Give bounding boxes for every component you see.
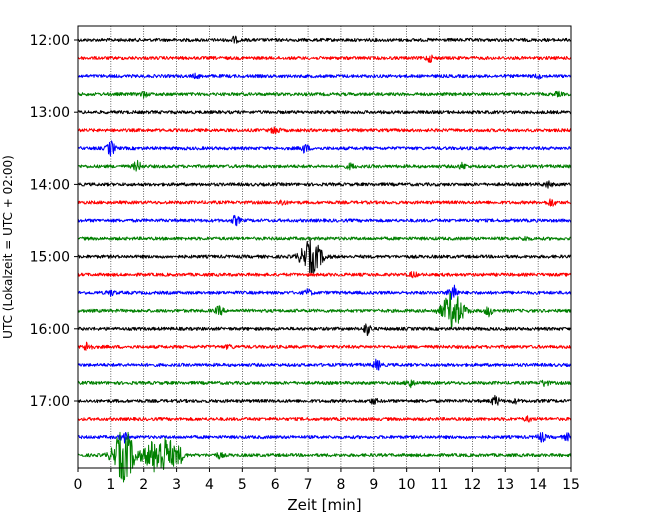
x-axis-ticks: 0 1 2 3 4 5 6 7 8 9 10 11 12 13 14 15 <box>74 468 580 493</box>
x-tick-label: 15 <box>562 477 580 493</box>
x-axis-label: Zeit [min] <box>287 496 361 514</box>
y-tick-label: 15:00 <box>30 250 70 266</box>
x-tick-label: 10 <box>398 477 416 493</box>
trace-lines <box>77 35 572 483</box>
y-tick-label: 16:00 <box>30 322 70 338</box>
trace-1315 <box>77 126 572 135</box>
trace-1615 <box>77 341 572 351</box>
x-tick-label: 14 <box>529 477 547 493</box>
x-tick-label: 8 <box>336 477 345 493</box>
trace-1400 <box>77 180 572 189</box>
trace-1700 <box>77 394 572 406</box>
trace-1230 <box>77 72 572 80</box>
x-tick-label: 7 <box>304 477 313 493</box>
x-tick-label: 6 <box>271 477 280 493</box>
trace-1545 <box>77 292 572 329</box>
x-tick-label: 13 <box>496 477 514 493</box>
y-tick-label: 17:00 <box>30 394 70 410</box>
x-tick-label: 1 <box>106 477 115 493</box>
plot-background <box>78 26 571 468</box>
x-tick-label: 11 <box>431 477 449 493</box>
trace-1415 <box>77 198 572 207</box>
trace-1515 <box>77 271 572 279</box>
trace-1300 <box>77 110 572 115</box>
y-tick-label: 13:00 <box>30 105 70 121</box>
trace-1645 <box>77 379 572 389</box>
x-tick-label: 5 <box>238 477 247 493</box>
grid-lines <box>110 26 539 468</box>
trace-1600 <box>77 323 572 336</box>
y-axis-ticks: 12:00 13:00 14:00 15:00 16:00 17:00 <box>30 33 78 410</box>
trace-1330 <box>77 140 572 157</box>
trace-1445 <box>77 235 572 242</box>
trace-1730 <box>77 432 572 444</box>
trace-1630 <box>77 358 572 371</box>
trace-1200 <box>77 35 572 44</box>
trace-1500 <box>77 239 572 274</box>
x-tick-label: 12 <box>463 477 481 493</box>
x-tick-label: 0 <box>74 477 83 493</box>
x-tick-label: 4 <box>205 477 214 493</box>
trace-1215 <box>77 54 572 63</box>
x-tick-label: 2 <box>139 477 148 493</box>
trace-1745 <box>77 431 572 483</box>
x-tick-label: 9 <box>369 477 378 493</box>
trace-1530 <box>77 284 572 301</box>
y-tick-label: 12:00 <box>30 33 70 49</box>
x-tick-label: 3 <box>172 477 181 493</box>
trace-1345 <box>77 159 572 172</box>
plot-frame <box>77 25 572 469</box>
y-tick-label: 14:00 <box>30 177 70 193</box>
trace-1245 <box>77 90 572 99</box>
trace-1715 <box>77 415 572 423</box>
trace-1430 <box>77 214 571 227</box>
y-axis-label: UTC (Lokalzeit = UTC + 02:00) <box>1 155 15 339</box>
